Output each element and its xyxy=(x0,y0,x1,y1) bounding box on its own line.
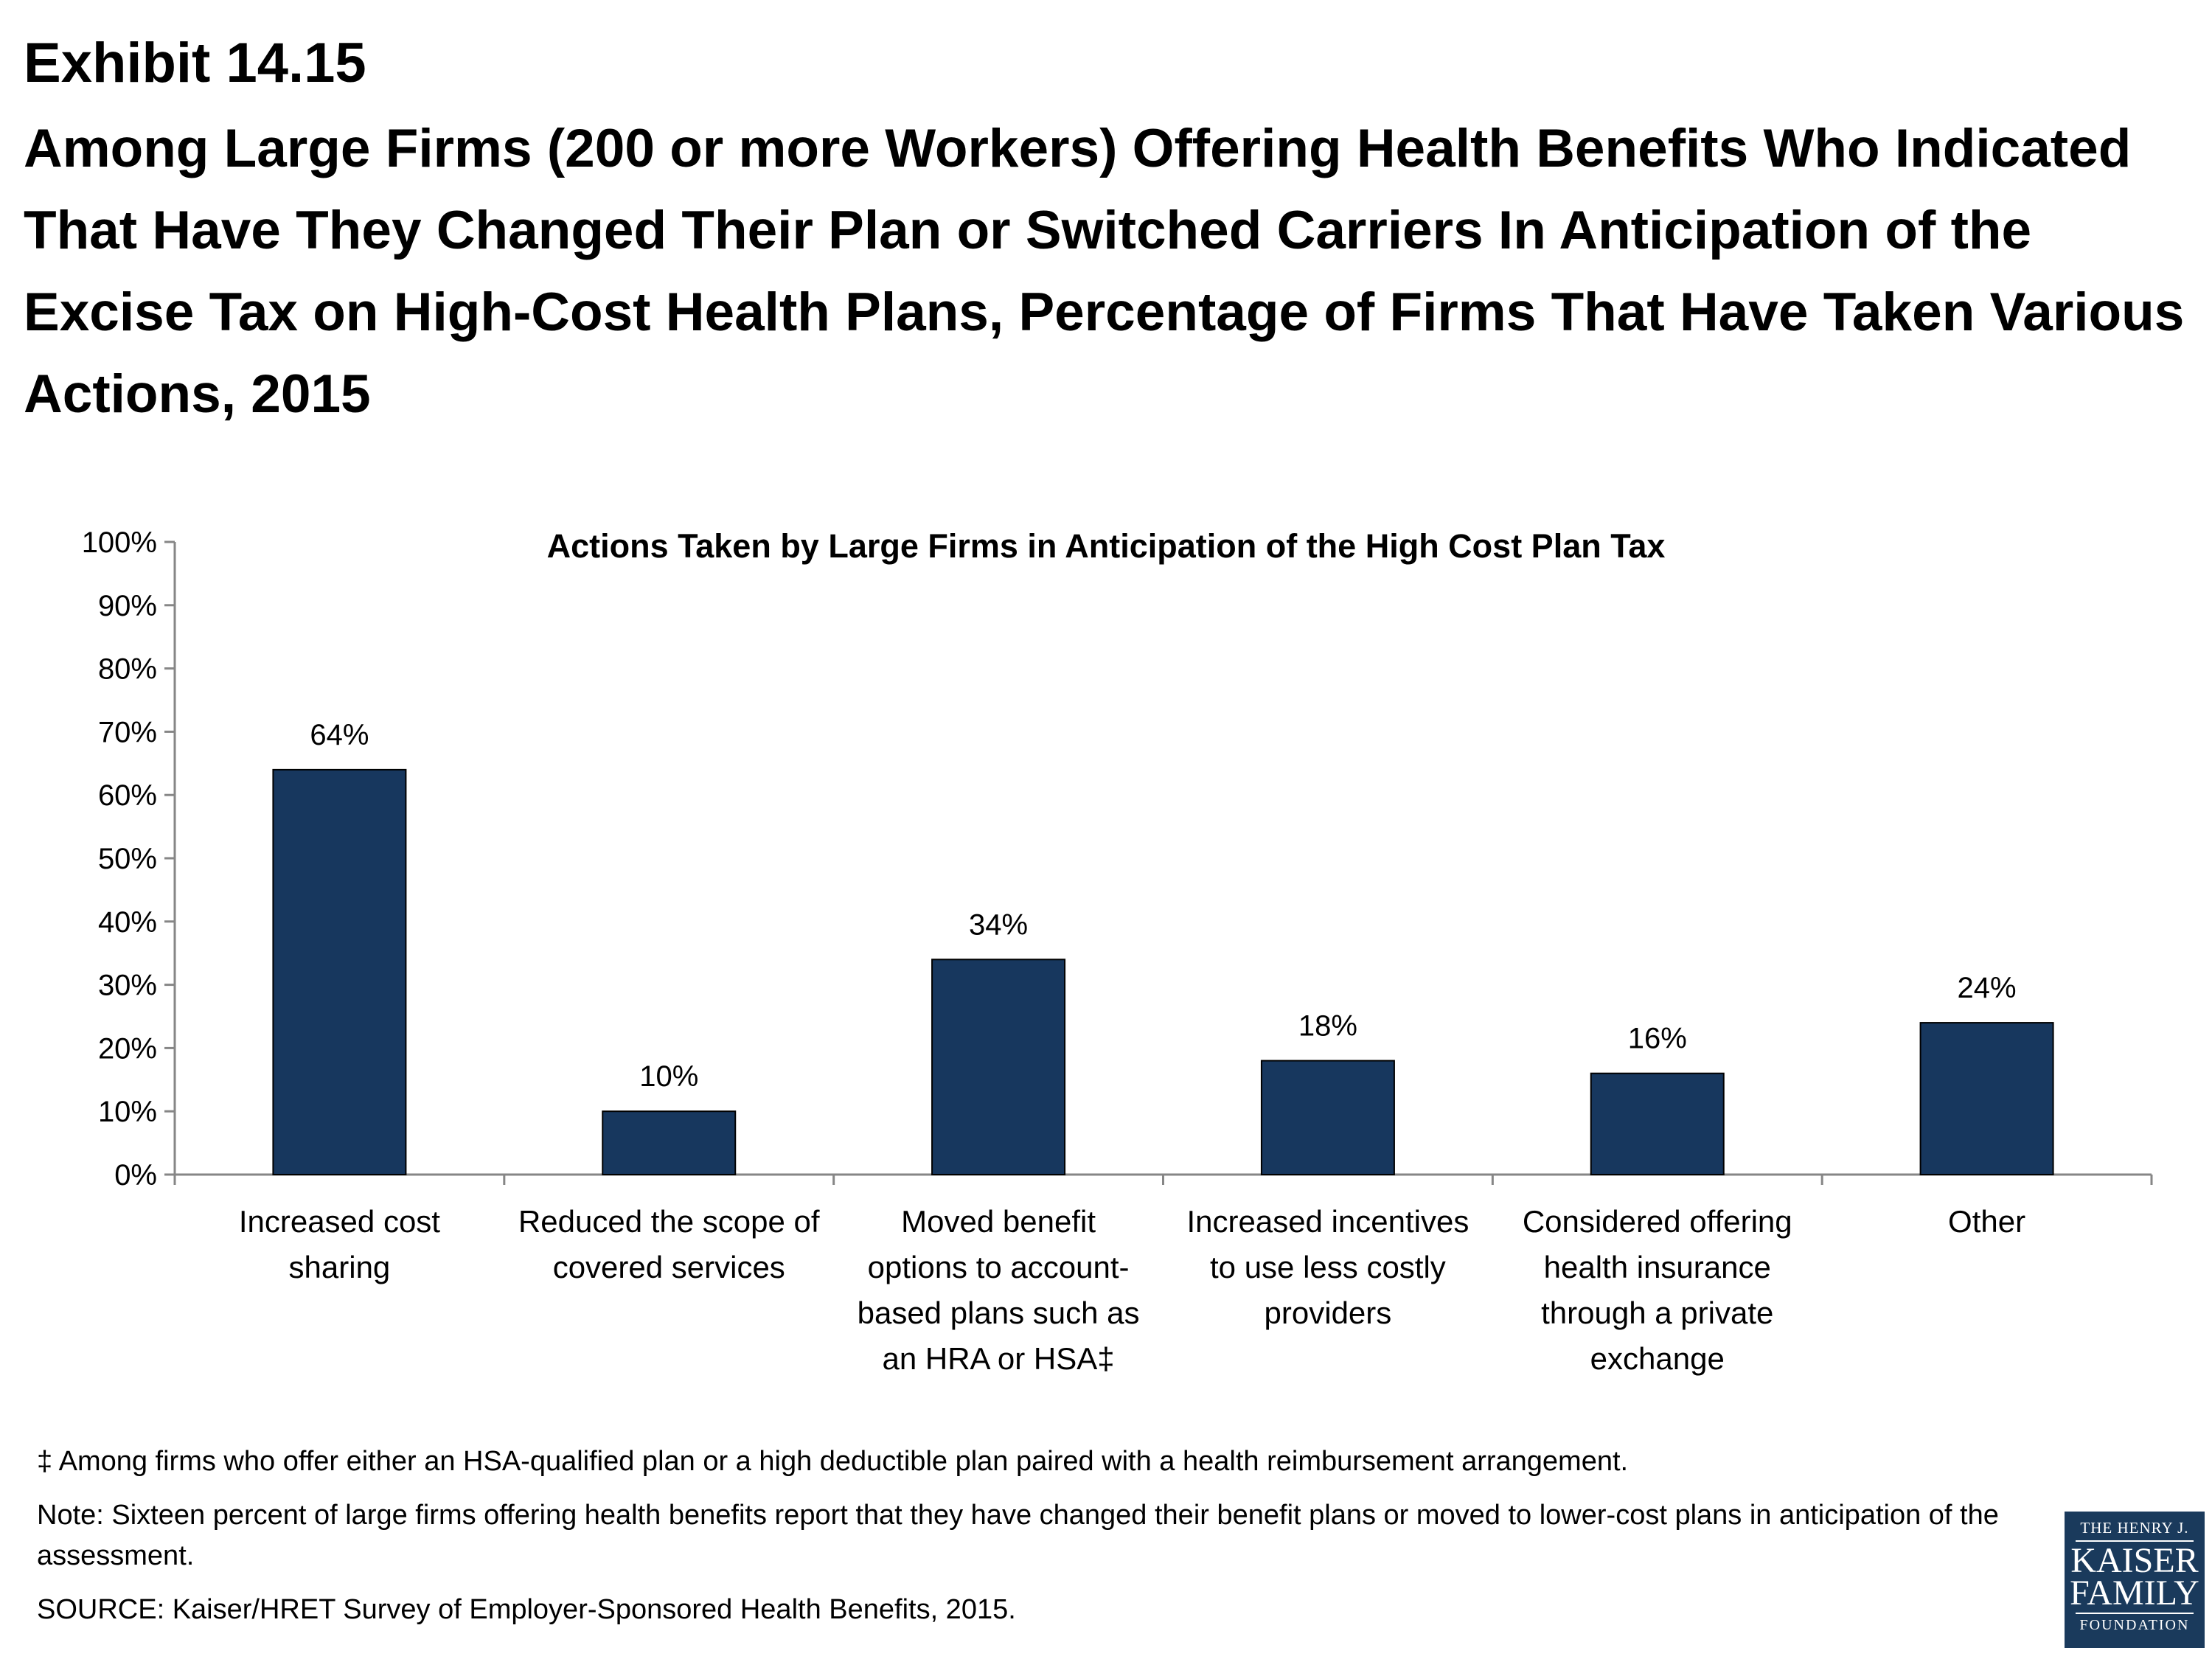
category-label-line: based plans such as xyxy=(858,1295,1140,1330)
exhibit-number: Exhibit 14.15 xyxy=(24,32,366,94)
y-tick-label: 30% xyxy=(98,970,157,1002)
notes: ‡ Among firms who offer either an HSA-qu… xyxy=(37,1441,2072,1630)
logo-rule-2 xyxy=(2076,1613,2194,1614)
category-label-line: Moved benefit xyxy=(901,1204,1096,1239)
category-labels: Increased cost sharing Reduced the scope o… xyxy=(239,1204,2025,1376)
category-label: Increased cost sharing xyxy=(239,1204,440,1284)
y-tick-label: 90% xyxy=(98,590,157,622)
category-label-line: options to account- xyxy=(868,1250,1130,1284)
logo-line-3: FAMILY xyxy=(2070,1573,2199,1613)
footnote-dagger: ‡ Among firms who offer either an HSA-qu… xyxy=(37,1446,1629,1477)
category-label-line: through a private xyxy=(1541,1295,1773,1330)
data-label: 16% xyxy=(1628,1023,1687,1055)
y-tick-label: 70% xyxy=(98,716,157,748)
bars xyxy=(272,768,2054,1176)
y-tick-label: 100% xyxy=(82,526,157,559)
category-label: Increased incentives to use less costly pr… xyxy=(1186,1204,1469,1330)
source-note: SOURCE: Kaiser/HRET Survey of Employer-S… xyxy=(37,1594,1016,1625)
y-tick-label: 10% xyxy=(98,1096,157,1128)
logo-line-1: THE HENRY J. xyxy=(2080,1519,2189,1537)
y-tick-label: 50% xyxy=(98,843,157,875)
y-tick-label: 20% xyxy=(98,1032,157,1065)
category-label: Other xyxy=(1948,1204,2025,1239)
category-label-line: Increased incentives xyxy=(1186,1204,1469,1239)
logo-rule xyxy=(2076,1540,2194,1542)
x-axis xyxy=(173,1173,2153,1185)
y-tick-label: 0% xyxy=(114,1159,157,1192)
bar xyxy=(1260,1060,1395,1175)
footnote-note: Note: Sixteen percent of large firms off… xyxy=(37,1500,1999,1571)
logo-line-4: FOUNDATION xyxy=(2079,1617,2190,1633)
category-label: Moved benefit options to account-based pl… xyxy=(858,1204,1140,1376)
category-label-line: sharing xyxy=(289,1250,391,1284)
y-tick-label: 80% xyxy=(98,653,157,686)
bar-chart: Actions Taken by Large Firms in Anticipa… xyxy=(82,526,2153,1376)
category-label-line: Increased cost xyxy=(239,1204,440,1239)
data-label: 24% xyxy=(1958,972,2017,1004)
kff-logo: THE HENRY J. KAISER FAMILY FOUNDATION xyxy=(2065,1512,2205,1648)
category-label-line: to use less costly xyxy=(1210,1250,1446,1284)
bar xyxy=(602,1110,737,1176)
category-label-line: covered services xyxy=(553,1250,785,1284)
value-labels: 64% 10% 34% 18% 16% 24% xyxy=(310,719,2016,1093)
category-label-line: exchange xyxy=(1590,1341,1725,1376)
category-label-line: an HRA or HSA‡ xyxy=(883,1341,1115,1376)
y-axis: 0% 10% 20% 30% 40% 50% 60% 70% 80% 90% 100% xyxy=(82,526,176,1192)
category-label-line: Other xyxy=(1948,1204,2025,1239)
bar xyxy=(272,768,407,1175)
data-label: 34% xyxy=(969,908,1028,941)
category-label-line: Reduced the scope of xyxy=(518,1204,820,1239)
logo-line-2: KAISER xyxy=(2070,1541,2199,1580)
category-label: Reduced the scope of covered services xyxy=(518,1204,820,1284)
data-label: 64% xyxy=(310,719,369,751)
chart-title: Actions Taken by Large Firms in Anticipa… xyxy=(547,527,1666,565)
category-label-line: providers xyxy=(1265,1295,1392,1330)
data-label: 10% xyxy=(639,1060,698,1093)
category-label-line: health insurance xyxy=(1544,1250,1771,1284)
bar xyxy=(1590,1072,1725,1175)
data-label: 18% xyxy=(1298,1010,1357,1043)
category-label-line: Considered offering xyxy=(1523,1204,1792,1239)
y-tick-label: 40% xyxy=(98,906,157,939)
bar xyxy=(1919,1022,2054,1176)
page-title: Among Large Firms (200 or more Workers) … xyxy=(24,119,2185,424)
y-tick-label: 60% xyxy=(98,779,157,812)
category-label: Considered offering health insurance throu… xyxy=(1523,1204,1792,1376)
bar xyxy=(931,959,1066,1176)
